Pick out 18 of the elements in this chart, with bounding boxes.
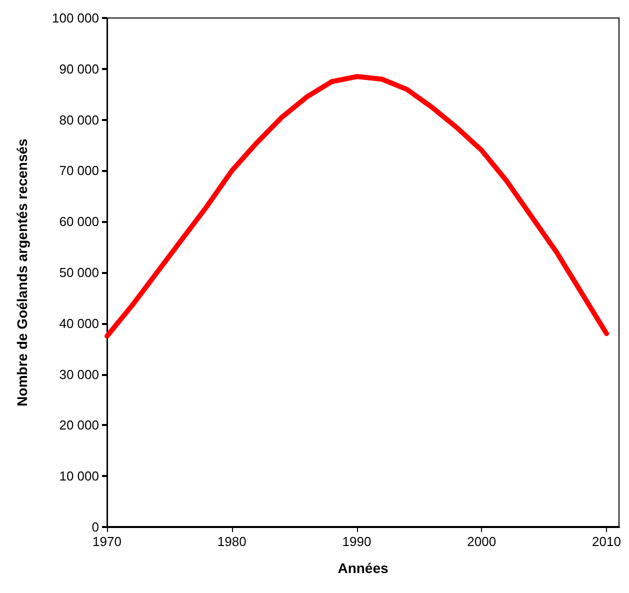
x-tick-label: 1970 xyxy=(92,534,122,549)
y-tick-label: 10 000 xyxy=(59,468,99,484)
x-tick-label: 1990 xyxy=(342,534,372,549)
x-tick-label: 1980 xyxy=(217,534,246,549)
y-tick-label: 70 000 xyxy=(59,163,99,178)
x-tick-label: 2000 xyxy=(467,534,496,549)
x-axis-title: Années xyxy=(338,560,388,576)
y-tick-label: 50 000 xyxy=(59,265,99,280)
y-tick-label: 90 000 xyxy=(59,61,99,76)
y-tick-label: 60 000 xyxy=(59,214,99,230)
y-tick-label: 40 000 xyxy=(59,316,99,331)
y-axis-title: Nombre de Goélands argentés recensés xyxy=(14,138,30,406)
x-tick-label: 2010 xyxy=(592,534,621,549)
y-tick-label: 30 000 xyxy=(59,366,99,382)
y-tick-label: 100 000 xyxy=(52,10,99,26)
y-tick-label: 80 000 xyxy=(59,112,99,128)
y-tick-label: 20 000 xyxy=(59,418,99,433)
y-tick-label: 0 xyxy=(92,520,99,534)
